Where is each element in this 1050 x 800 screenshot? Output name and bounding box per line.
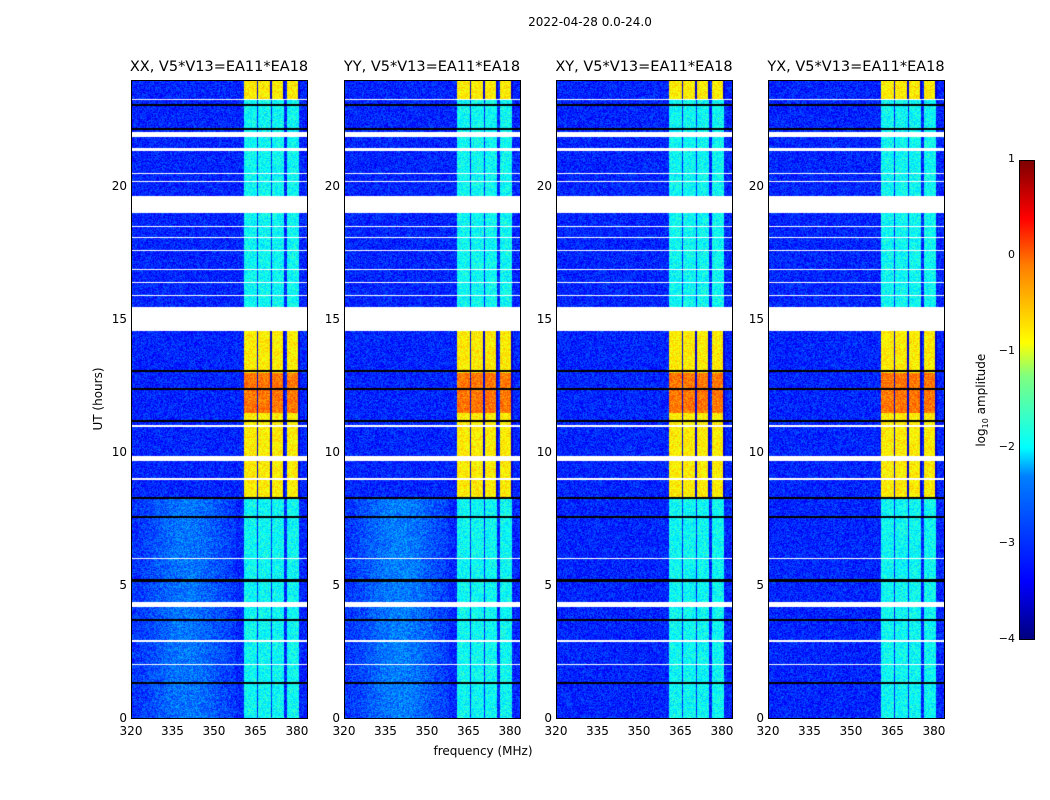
y-tick-label: 5 [332,577,340,592]
x-tick-label: 320 [119,724,143,738]
x-tick-label: 380 [922,724,946,738]
x-tick-label: 350 [839,724,863,738]
colorbar-tick-label: 0 [1008,248,1015,261]
y-tick-label: 20 [536,178,552,193]
y-tick-label: 20 [111,178,127,193]
x-tick-label: 350 [202,724,226,738]
y-tick-label: 5 [756,577,764,592]
y-tick-label: 10 [324,444,340,459]
y-tick-label: 0 [756,711,764,725]
x-tick-label: 335 [798,724,821,738]
y-tick-label: 10 [536,444,552,459]
x-tick-label: 365 [669,724,692,738]
y-tick-label: 15 [748,311,764,326]
x-tick-label: 335 [161,724,184,738]
x-tick-label: 320 [756,724,780,738]
y-tick-label: 10 [111,444,127,459]
y-tick-label: 15 [324,311,340,326]
x-tick-label: 365 [244,724,267,738]
heatmap-image [345,81,520,718]
y-tick-label: 0 [544,711,552,725]
colorbar [1019,160,1035,640]
heatmap-image [557,81,732,718]
y-tick-label: 5 [119,577,127,592]
y-tick-label: 0 [119,711,127,725]
y-tick-label: 0 [332,711,340,725]
x-tick-label: 335 [586,724,609,738]
panel-title: YX, V5*V13=EA11*EA18 [767,59,945,75]
figure-title: 2022-04-28 0.0-24.0 [528,15,652,29]
x-tick-label: 320 [544,724,568,738]
spectrogram-panel [131,80,308,719]
x-tick-label: 365 [457,724,480,738]
y-tick-label: 15 [536,311,552,326]
y-tick-label: 5 [544,577,552,592]
heatmap-image [769,81,944,718]
y-axis-label: UT (hours) [91,367,105,431]
x-axis-label: frequency (MHz) [433,744,533,758]
x-tick-label: 380 [710,724,734,738]
heatmap-image [132,81,307,718]
colorbar-tick-label: 1 [1008,152,1015,165]
spectrogram-panel [556,80,733,719]
colorbar-tick-label: −3 [998,536,1015,549]
colorbar-tick-label: −1 [998,344,1015,357]
y-tick-label: 10 [748,444,764,459]
x-tick-label: 365 [881,724,904,738]
x-tick-label: 380 [285,724,309,738]
x-tick-label: 350 [415,724,439,738]
panel-title: XY, V5*V13=EA11*EA18 [555,59,733,75]
x-tick-label: 350 [627,724,651,738]
panel-title: XX, V5*V13=EA11*EA18 [129,59,309,75]
x-tick-label: 320 [332,724,356,738]
spectrogram-panel [768,80,945,719]
x-tick-label: 380 [498,724,522,738]
y-tick-label: 20 [324,178,340,193]
y-tick-label: 15 [111,311,127,326]
y-tick-label: 20 [748,178,764,193]
spectrogram-panel [344,80,521,719]
colorbar-tick-label: −2 [998,440,1015,453]
panel-title: YY, V5*V13=EA11*EA18 [343,59,521,75]
x-tick-label: 335 [374,724,397,738]
colorbar-tick-label: −4 [998,632,1015,645]
